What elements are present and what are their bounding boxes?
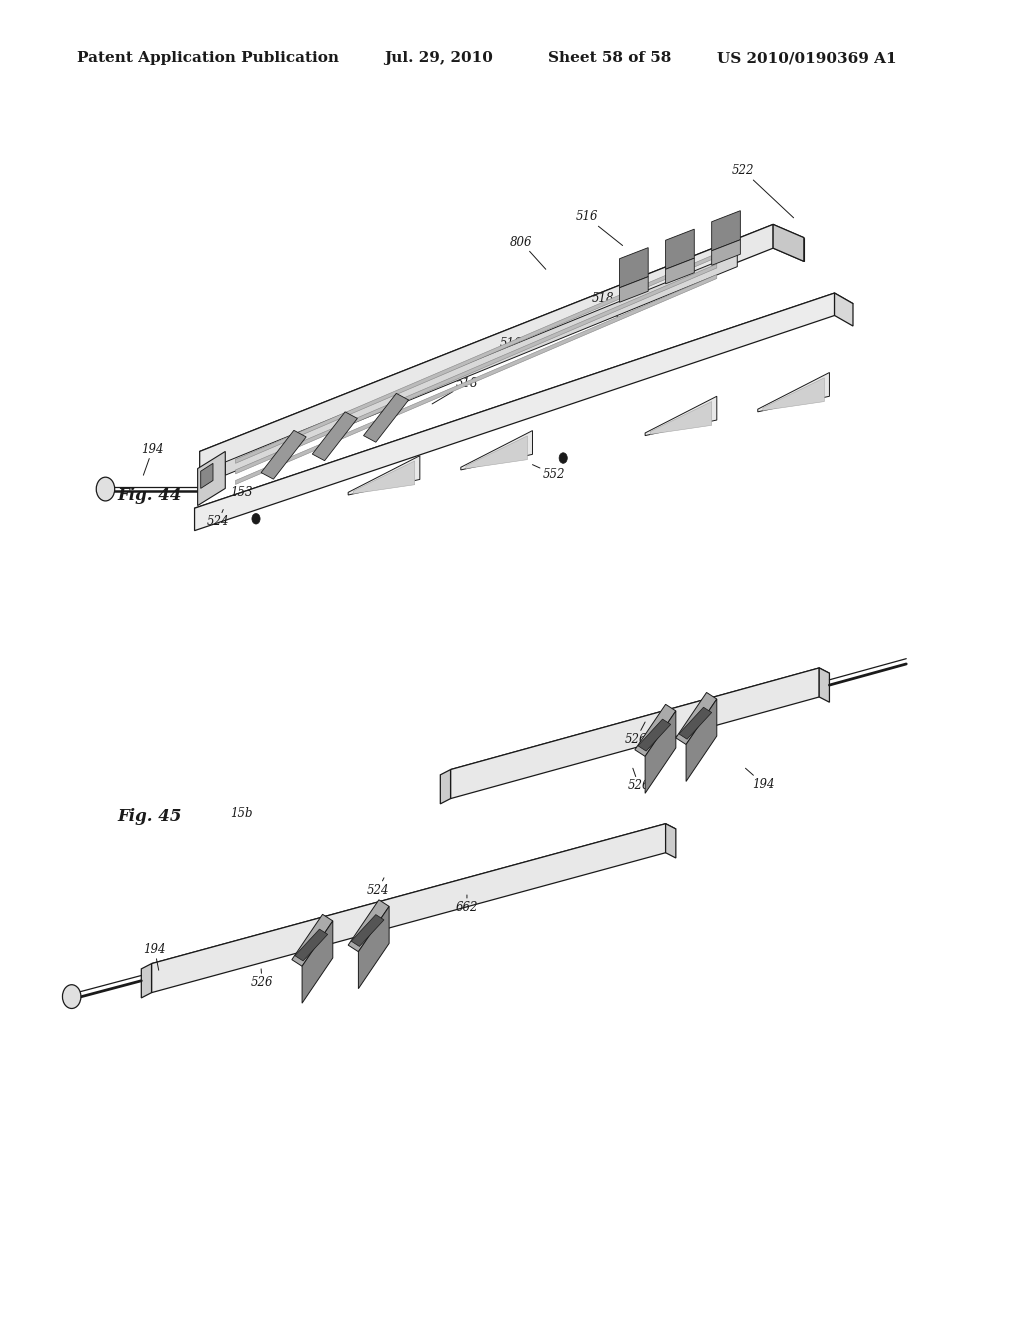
Polygon shape	[635, 705, 676, 756]
Polygon shape	[676, 693, 717, 744]
Polygon shape	[638, 719, 671, 751]
Polygon shape	[201, 463, 213, 488]
Polygon shape	[763, 378, 824, 411]
Polygon shape	[236, 253, 717, 463]
Text: 552: 552	[532, 465, 565, 480]
Text: 516: 516	[575, 210, 623, 246]
Polygon shape	[819, 668, 829, 702]
Polygon shape	[295, 929, 328, 961]
Polygon shape	[666, 259, 694, 284]
Polygon shape	[466, 436, 527, 469]
Polygon shape	[348, 455, 420, 495]
Circle shape	[96, 478, 115, 502]
Text: 518: 518	[432, 376, 478, 404]
Text: 662: 662	[456, 895, 478, 913]
Polygon shape	[198, 451, 225, 506]
Text: 194: 194	[143, 942, 166, 970]
Polygon shape	[758, 372, 829, 412]
Text: 516: 516	[479, 337, 522, 364]
Polygon shape	[620, 248, 648, 288]
Polygon shape	[200, 224, 773, 475]
Text: 15b: 15b	[230, 807, 253, 820]
Polygon shape	[236, 275, 717, 484]
Polygon shape	[666, 230, 694, 269]
Polygon shape	[773, 224, 804, 261]
Polygon shape	[451, 668, 829, 775]
Text: 524: 524	[367, 878, 389, 896]
Text: US 2010/0190369 A1: US 2010/0190369 A1	[717, 51, 896, 65]
Polygon shape	[358, 907, 389, 989]
Text: 194: 194	[141, 442, 164, 475]
Polygon shape	[195, 293, 853, 519]
Text: Patent Application Publication: Patent Application Publication	[77, 51, 339, 65]
Polygon shape	[141, 964, 152, 998]
Polygon shape	[312, 412, 357, 461]
Polygon shape	[353, 461, 415, 494]
Polygon shape	[645, 396, 717, 436]
Text: 526: 526	[628, 768, 650, 792]
Polygon shape	[152, 824, 666, 993]
Text: 194: 194	[745, 768, 775, 791]
Polygon shape	[461, 430, 532, 470]
Polygon shape	[236, 264, 717, 474]
Text: 526: 526	[625, 722, 647, 746]
Polygon shape	[348, 900, 389, 952]
Text: 806: 806	[510, 235, 546, 269]
Text: Fig. 44: Fig. 44	[118, 487, 182, 504]
Circle shape	[252, 513, 260, 524]
Polygon shape	[712, 211, 740, 251]
Polygon shape	[364, 393, 409, 442]
Text: 526: 526	[251, 969, 273, 989]
Polygon shape	[620, 277, 648, 302]
Polygon shape	[679, 708, 712, 739]
Polygon shape	[225, 253, 737, 475]
Polygon shape	[645, 711, 676, 793]
Polygon shape	[712, 240, 740, 265]
Polygon shape	[451, 668, 819, 799]
Polygon shape	[650, 401, 712, 434]
Polygon shape	[292, 915, 333, 966]
Text: 518: 518	[592, 292, 617, 317]
Circle shape	[62, 985, 81, 1008]
Polygon shape	[195, 293, 835, 531]
Polygon shape	[686, 700, 717, 781]
Text: 522: 522	[732, 164, 794, 218]
Polygon shape	[152, 824, 676, 969]
Polygon shape	[666, 824, 676, 858]
Circle shape	[559, 453, 567, 463]
Polygon shape	[261, 430, 306, 479]
Polygon shape	[302, 921, 333, 1003]
Text: 153: 153	[230, 486, 253, 499]
Text: Fig. 45: Fig. 45	[118, 808, 182, 825]
Polygon shape	[440, 770, 451, 804]
Text: 524: 524	[207, 510, 229, 528]
Polygon shape	[200, 224, 796, 467]
Text: Jul. 29, 2010: Jul. 29, 2010	[384, 51, 493, 65]
Polygon shape	[835, 293, 853, 326]
Polygon shape	[351, 915, 384, 946]
Text: Sheet 58 of 58: Sheet 58 of 58	[548, 51, 671, 65]
